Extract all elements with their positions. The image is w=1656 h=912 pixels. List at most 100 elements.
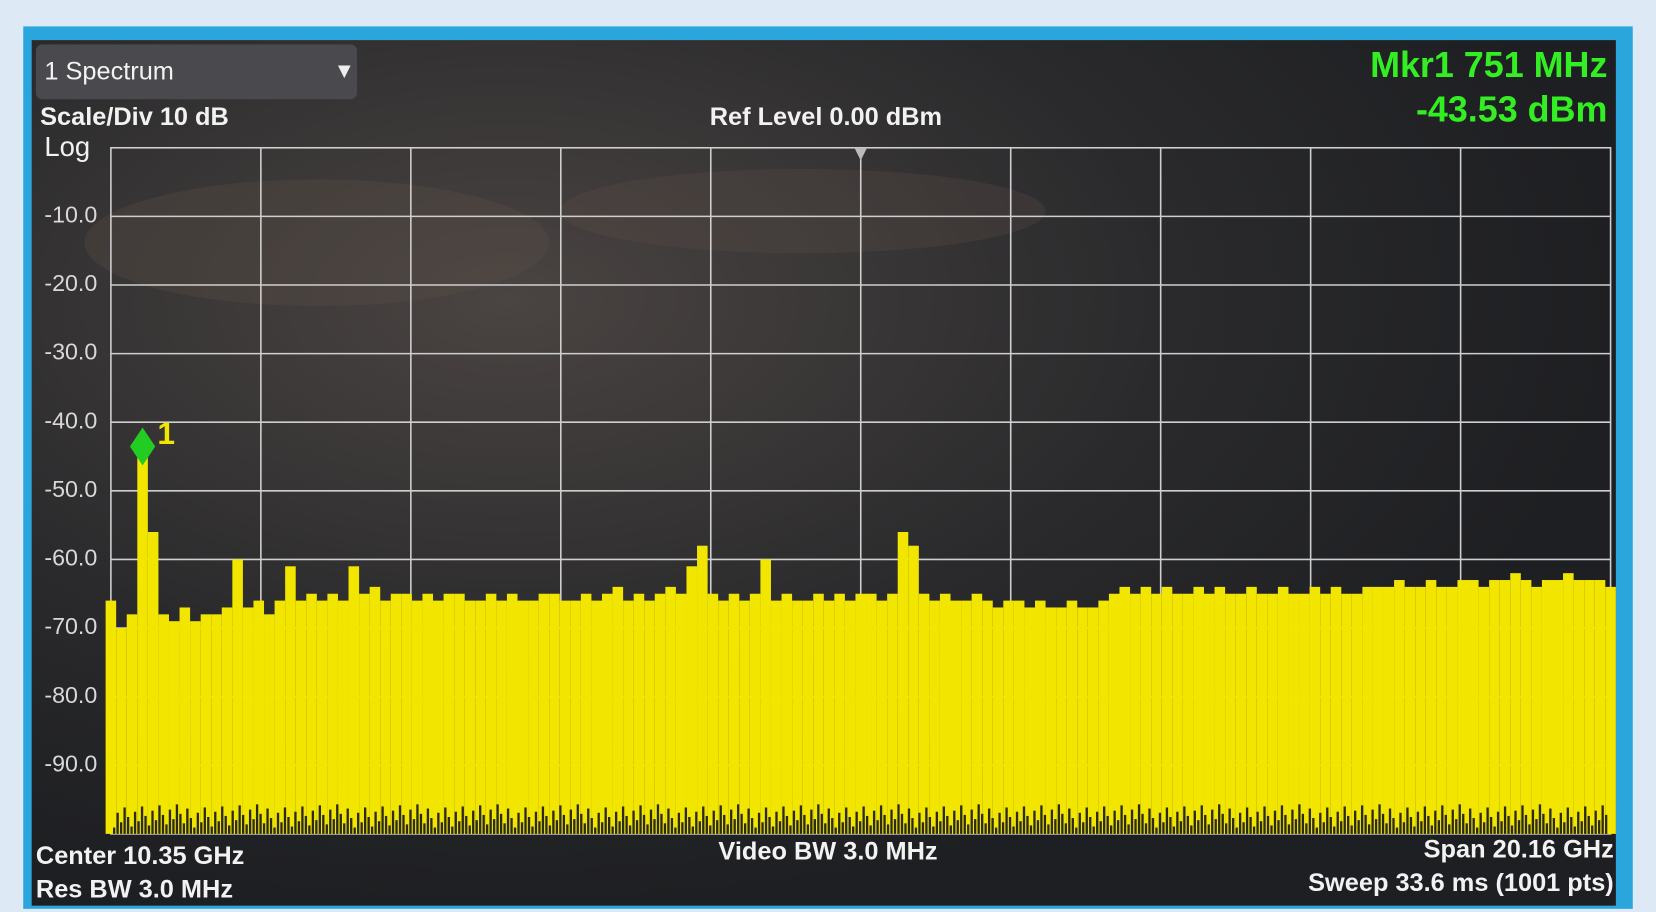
trace-gap <box>517 813 519 834</box>
trace-bar <box>1183 594 1194 834</box>
trace-gap <box>123 808 125 834</box>
trace-gap <box>1438 820 1440 834</box>
trace-gap <box>1466 823 1468 834</box>
trace-gap <box>1347 816 1349 834</box>
trace-gap <box>1525 815 1527 834</box>
trace-gap <box>869 825 871 833</box>
trace-gap <box>908 809 910 834</box>
trace-gap <box>1197 820 1199 834</box>
trace-gap <box>646 824 648 834</box>
trace-gap <box>1340 821 1342 834</box>
trace-gap <box>594 828 596 834</box>
trace-gap <box>270 818 272 834</box>
trace-gap <box>1344 806 1346 833</box>
trace-gap <box>922 822 924 834</box>
trace-gap <box>810 810 812 834</box>
trace-gap <box>950 825 952 833</box>
trace-bar <box>1119 587 1130 834</box>
trace-gap <box>155 820 157 834</box>
trace-gap <box>1037 820 1039 834</box>
trace-gap <box>1563 822 1565 834</box>
trace-gap <box>1079 813 1081 834</box>
trace-bar <box>665 587 676 834</box>
trace-bar <box>1109 594 1120 834</box>
trace-gap <box>1211 810 1213 834</box>
y-tick-label: -60.0 <box>44 545 97 571</box>
trace-gap <box>1110 825 1112 833</box>
trace-gap <box>183 823 185 834</box>
trace-gap <box>1410 817 1412 834</box>
trace-gap <box>706 816 708 834</box>
trace-gap <box>444 808 446 834</box>
trace-bar <box>729 594 740 834</box>
trace-bar <box>349 566 360 834</box>
trace-gap <box>939 821 941 834</box>
trace-gap <box>883 815 885 834</box>
trace-bar <box>919 594 930 834</box>
trace-bar <box>739 601 750 834</box>
trace-gap <box>441 822 443 834</box>
trace-bar <box>560 601 571 834</box>
y-tick-label: -10.0 <box>44 202 97 228</box>
trace-gap <box>521 822 523 834</box>
trace-gap <box>1319 813 1321 834</box>
trace-gap <box>925 808 927 834</box>
trace-gap <box>1490 817 1492 834</box>
trace-bar <box>1215 587 1226 834</box>
trace-gap <box>779 821 781 834</box>
trace-gap <box>1277 820 1279 834</box>
trace-gap <box>1201 805 1203 834</box>
trace-gap <box>1368 824 1370 834</box>
trace-gap <box>960 805 962 834</box>
trace-gap <box>653 819 655 834</box>
trace-gap <box>814 819 816 834</box>
trace-bar <box>834 594 845 834</box>
trace-gap <box>1166 808 1168 834</box>
page: {"chart_data":{"type":"spectrum", "title… <box>0 0 1656 912</box>
trace-gap <box>483 815 485 834</box>
trace-gap <box>1225 823 1227 834</box>
trace-gap <box>761 822 763 834</box>
trace-bar <box>1426 580 1437 834</box>
trace-bar <box>718 601 729 834</box>
trace-gap <box>1406 808 1408 834</box>
trace-bar <box>1014 601 1025 834</box>
trace-bar <box>951 601 962 834</box>
trace-gap <box>179 814 181 834</box>
trace-gap <box>1281 805 1283 834</box>
trace-gap <box>1323 822 1325 834</box>
trace-gap <box>1389 809 1391 834</box>
trace-gap <box>385 816 387 834</box>
trace-gap <box>605 808 607 834</box>
trace-gap <box>1337 812 1339 834</box>
trace-bar <box>929 601 940 834</box>
trace-bar <box>433 601 444 834</box>
trace-bar <box>771 601 782 834</box>
trace-gap <box>740 814 742 834</box>
trace-gap <box>828 809 830 834</box>
trace-gap <box>1511 825 1513 833</box>
trace-gap <box>420 814 422 834</box>
trace-gap <box>709 825 711 833</box>
trace-bar <box>275 601 286 834</box>
trace-bar <box>106 601 117 834</box>
trace-bar <box>1542 580 1553 834</box>
trace-gap <box>476 820 478 834</box>
trace-gap <box>1169 817 1171 834</box>
trace-bar <box>1500 580 1511 834</box>
y-tick-label: -90.0 <box>44 750 97 776</box>
trace-gap <box>434 828 436 834</box>
ref-level: Ref Level 0.00 dBm <box>710 103 942 131</box>
trace-gap <box>988 809 990 834</box>
window-title: 1 Spectrum <box>44 58 174 86</box>
trace-gap <box>1019 821 1021 834</box>
trace-gap <box>835 828 837 834</box>
trace-bar <box>370 587 381 834</box>
trace-bar <box>1288 594 1299 834</box>
trace-bar <box>180 607 191 833</box>
trace-gap <box>737 804 739 834</box>
trace-gap <box>720 805 722 834</box>
trace-bar <box>1151 594 1162 834</box>
trace-gap <box>1591 825 1593 833</box>
trace-gap <box>566 824 568 834</box>
